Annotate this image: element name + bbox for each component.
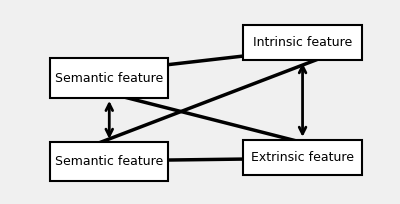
- Text: Semantic feature: Semantic feature: [55, 155, 164, 168]
- FancyBboxPatch shape: [243, 140, 362, 175]
- Text: Extrinsic feature: Extrinsic feature: [251, 151, 354, 164]
- Text: Intrinsic feature: Intrinsic feature: [253, 36, 352, 49]
- Text: Semantic feature: Semantic feature: [55, 72, 164, 85]
- FancyBboxPatch shape: [50, 142, 168, 181]
- FancyBboxPatch shape: [50, 58, 168, 98]
- FancyBboxPatch shape: [243, 25, 362, 60]
